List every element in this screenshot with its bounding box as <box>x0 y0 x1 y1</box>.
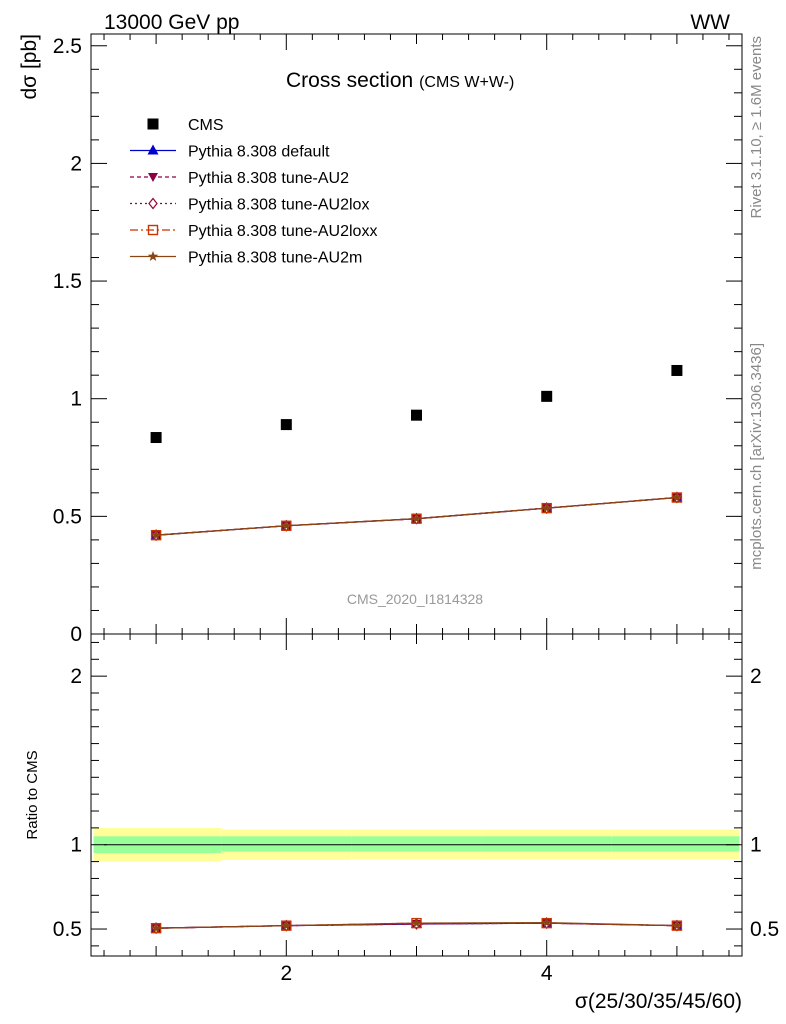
series-5-ratio-point <box>281 920 292 931</box>
series-5-ratio-point <box>150 922 162 933</box>
legend-entry-series-4: Pythia 8.308 tune-AU2loxx <box>130 223 377 240</box>
legend-label: Pythia 8.308 tune-AU2lox <box>188 197 369 214</box>
ratio-frame <box>90 633 743 957</box>
x-tick-label: 4 <box>541 962 553 985</box>
legend-label-cms: CMS <box>188 117 224 134</box>
series-5-point <box>541 502 552 513</box>
series-5-point <box>411 513 422 524</box>
legend-entry-series-2: Pythia 8.308 tune-AU2 <box>130 170 349 187</box>
cms-data-point <box>150 432 162 444</box>
series-5-ratio-point <box>671 920 683 931</box>
legend-entry-series-5: Pythia 8.308 tune-AU2m <box>130 250 362 267</box>
mcplots-label: mcplots.cern.ch [arXiv:1306.3436] <box>748 343 765 570</box>
y-axis-label: dσ [pb] <box>18 34 41 100</box>
y-tick-label: 0 <box>70 623 82 646</box>
y-tick-label: 0.5 <box>53 505 82 528</box>
legend-label: Pythia 8.308 tune-AU2 <box>188 170 349 187</box>
chart-title: Cross section (CMS W+W-) <box>286 69 514 92</box>
legend-label: Pythia 8.308 tune-AU2m <box>188 250 362 267</box>
y-tick-label: 2.5 <box>53 35 82 58</box>
header-left: 13000 GeV pp <box>104 11 239 34</box>
ratio-y-tick-label-right: 0.5 <box>750 918 779 941</box>
series-5-point <box>671 492 683 502</box>
chart-subtitle: (CMS W+W-) <box>419 74 514 91</box>
series-5-point <box>281 520 292 531</box>
ratio-y-tick-label: 0.5 <box>53 918 82 941</box>
ratio-band-inner <box>351 836 482 852</box>
legend: CMS Pythia 8.308 default Pythia 8.308 tune… <box>130 117 377 267</box>
ratio-y-axis-label: Ratio to CMS <box>24 750 41 839</box>
legend-label: Pythia 8.308 tune-AU2loxx <box>188 223 377 240</box>
series-5-ratio-point <box>411 917 422 928</box>
analysis-watermark: CMS_2020_I1814328 <box>347 591 483 607</box>
ratio-band-inner <box>481 836 612 852</box>
series-5-point <box>150 529 162 540</box>
legend-marker-cms <box>147 118 159 130</box>
legend-entry-series-1: Pythia 8.308 default <box>130 144 330 161</box>
header-right: WW <box>690 11 730 34</box>
y-tick-label: 1.5 <box>53 270 82 293</box>
ratio-bands <box>93 827 740 862</box>
x-axis-label: σ(25/30/35/45/60) <box>575 990 742 1013</box>
ratio-y-tick-label-right: 2 <box>750 665 762 688</box>
chart-title-main: Cross section <box>286 69 413 92</box>
y-tick-label: 1 <box>70 388 82 411</box>
axes: 2 4 0 0.5 1 1.5 2 2.5 0.5 0.5 1 1 2 2 <box>53 33 779 985</box>
legend-entry-cms: CMS <box>147 117 224 134</box>
legend-marker <box>147 251 159 261</box>
legend-marker <box>147 224 159 236</box>
y-tick-label: 2 <box>70 152 82 175</box>
series-5-ratio-point <box>541 917 552 928</box>
ratio-y-tick-label: 2 <box>70 665 82 688</box>
legend-marker <box>147 144 159 155</box>
cms-data-point <box>541 390 553 402</box>
rivet-label: Rivet 3.1.10, ≥ 1.6M events <box>748 36 765 219</box>
cms-data-point <box>671 364 683 376</box>
x-tick-label: 2 <box>280 962 292 985</box>
cms-data-point <box>411 409 422 421</box>
legend-marker <box>148 197 158 210</box>
legend-marker <box>148 173 158 182</box>
series-lines <box>150 491 683 935</box>
legend-entry-series-3: Pythia 8.308 tune-AU2lox <box>130 197 369 214</box>
cms-data-point <box>280 419 292 431</box>
legend-label: Pythia 8.308 default <box>188 144 330 161</box>
ratio-y-tick-label: 1 <box>70 834 82 857</box>
data-points <box>150 364 683 444</box>
ratio-y-tick-label-right: 1 <box>750 834 762 857</box>
ratio-band-inner <box>611 836 740 852</box>
ratio-band-inner <box>221 836 352 852</box>
